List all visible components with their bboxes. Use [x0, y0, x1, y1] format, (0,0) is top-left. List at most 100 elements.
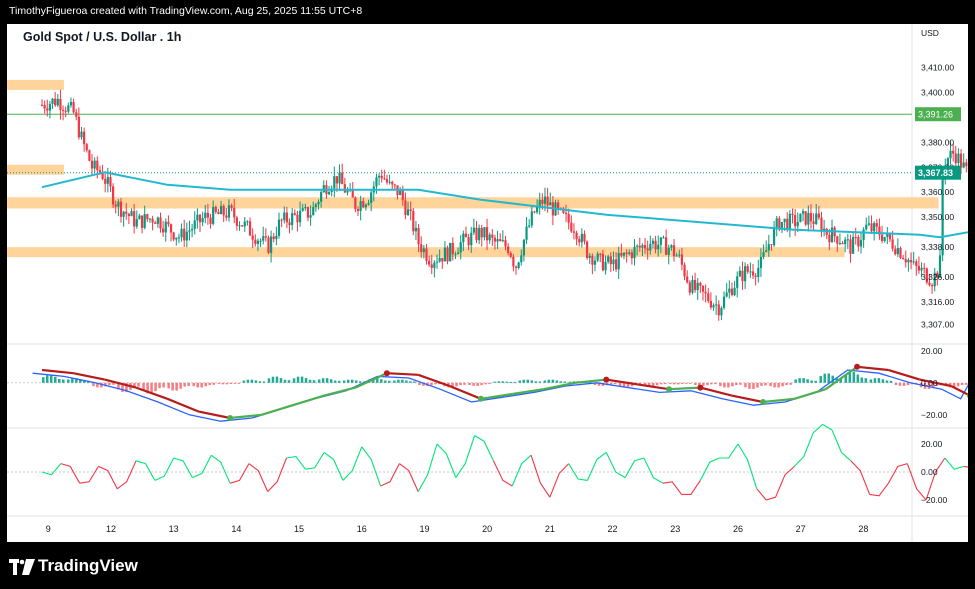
candle-body [470, 232, 473, 246]
candle-body [235, 217, 238, 226]
brand-text[interactable]: TradingView [38, 556, 138, 575]
candle-body [778, 218, 781, 230]
candle-body [851, 236, 855, 254]
oscillator-panel: 20.00 0.00 −20.00 [7, 346, 968, 422]
candle-body [454, 254, 457, 256]
candle-body [651, 240, 655, 244]
rsi-tick-label: 20.00 [921, 439, 943, 449]
osc-histogram-bar [292, 378, 296, 383]
candle-body [333, 176, 336, 189]
osc-histogram-bar [150, 382, 153, 394]
rsi-segment [417, 443, 438, 492]
osc-histogram-bar [409, 381, 412, 383]
osc-histogram-bar [225, 382, 229, 385]
osc-histogram-bar [731, 382, 734, 387]
osc-main-segment [198, 410, 231, 420]
moving-average [41, 171, 968, 239]
chart-svg[interactable]: 20.00 0.00 −20.00 20.00 0.00 −20.00 USD 3,410… [7, 24, 968, 542]
rsi-segment [116, 460, 137, 490]
candle-body [491, 234, 494, 238]
candle-body [791, 213, 794, 216]
candle-body [925, 268, 928, 283]
osc-main-segment [449, 384, 482, 400]
rsi-segment [568, 463, 588, 481]
candle-body [788, 213, 791, 231]
osc-histogram-bar [681, 382, 684, 384]
time-tick-label: 28 [858, 524, 868, 534]
candle-body [923, 267, 926, 269]
candle-body [520, 255, 523, 263]
candle-body [267, 237, 270, 253]
osc-main-segment [574, 378, 607, 384]
osc-histogram-bar [626, 382, 630, 388]
osc-histogram-bar [242, 380, 246, 383]
candle-body [67, 105, 70, 112]
candle-body [359, 201, 362, 211]
osc-histogram-bar [530, 380, 534, 383]
zone-2 [7, 197, 939, 209]
candle-body [433, 262, 436, 268]
tradingview-logo-icon[interactable] [9, 557, 35, 577]
osc-histogram-bar [350, 379, 354, 383]
candle-body [112, 186, 115, 205]
osc-histogram-bar [509, 382, 512, 384]
candle-body [801, 211, 805, 214]
osc-histogram-bar [300, 376, 304, 383]
candle-body [557, 202, 560, 209]
candle-body [830, 227, 834, 243]
candle-body [104, 178, 107, 184]
osc-histogram-bar [748, 382, 751, 389]
candle-body [496, 239, 499, 242]
rsi-segment [41, 463, 62, 476]
resistance-label: 3,391.26 [918, 110, 953, 120]
candle-body [401, 190, 404, 201]
osc-histogram-bar [472, 382, 475, 386]
rsi-segment [154, 457, 175, 481]
rsi-segment [530, 455, 551, 498]
osc-histogram-bar [714, 382, 717, 385]
candle-body [312, 206, 315, 216]
osc-histogram-bar [773, 382, 776, 388]
resistance-label-box [915, 107, 961, 122]
candle-body [119, 201, 123, 217]
osc-histogram-bar [651, 382, 655, 386]
osc-histogram-bar [513, 382, 516, 384]
osc-histogram-bar [488, 382, 491, 385]
rsi-segment [492, 460, 513, 487]
candle-body [670, 245, 673, 248]
candle-body [915, 261, 918, 266]
candle-body [219, 205, 223, 215]
osc-histogram-bar [42, 377, 45, 383]
candle-body [162, 228, 165, 233]
candle-body [341, 172, 344, 185]
candle-body [725, 292, 728, 297]
osc-histogram-bar [647, 382, 651, 386]
time-tick-label: 26 [733, 524, 743, 534]
candle-body [96, 160, 99, 171]
osc-histogram-bar [764, 382, 767, 386]
candle-body [288, 222, 291, 226]
candle-body [106, 177, 109, 184]
candle-body [277, 219, 281, 236]
osc-histogram-bar [380, 379, 383, 383]
candle-body [46, 108, 49, 111]
osc-histogram-bar [62, 379, 65, 383]
candle-body [546, 196, 549, 206]
time-tick-label: 16 [357, 524, 367, 534]
candle-body [467, 237, 470, 246]
rsi-segment [60, 463, 81, 484]
osc-histogram-bar [312, 380, 316, 383]
osc-histogram-bar [588, 382, 592, 384]
candle-body [641, 245, 644, 248]
osc-histogram-bar [889, 380, 893, 383]
attribution-text: TimothyFigueroa created with TradingView… [9, 5, 363, 17]
candle-body [480, 227, 483, 238]
osc-tick-label: 20.00 [921, 346, 943, 356]
osc-histogram-bar [397, 379, 400, 383]
candle-body [304, 207, 307, 209]
candle-body [952, 150, 955, 154]
candle-body [364, 204, 368, 208]
osc-histogram-bar [547, 379, 551, 383]
osc-histogram-bar [321, 378, 325, 383]
osc-histogram-bar [167, 382, 170, 389]
